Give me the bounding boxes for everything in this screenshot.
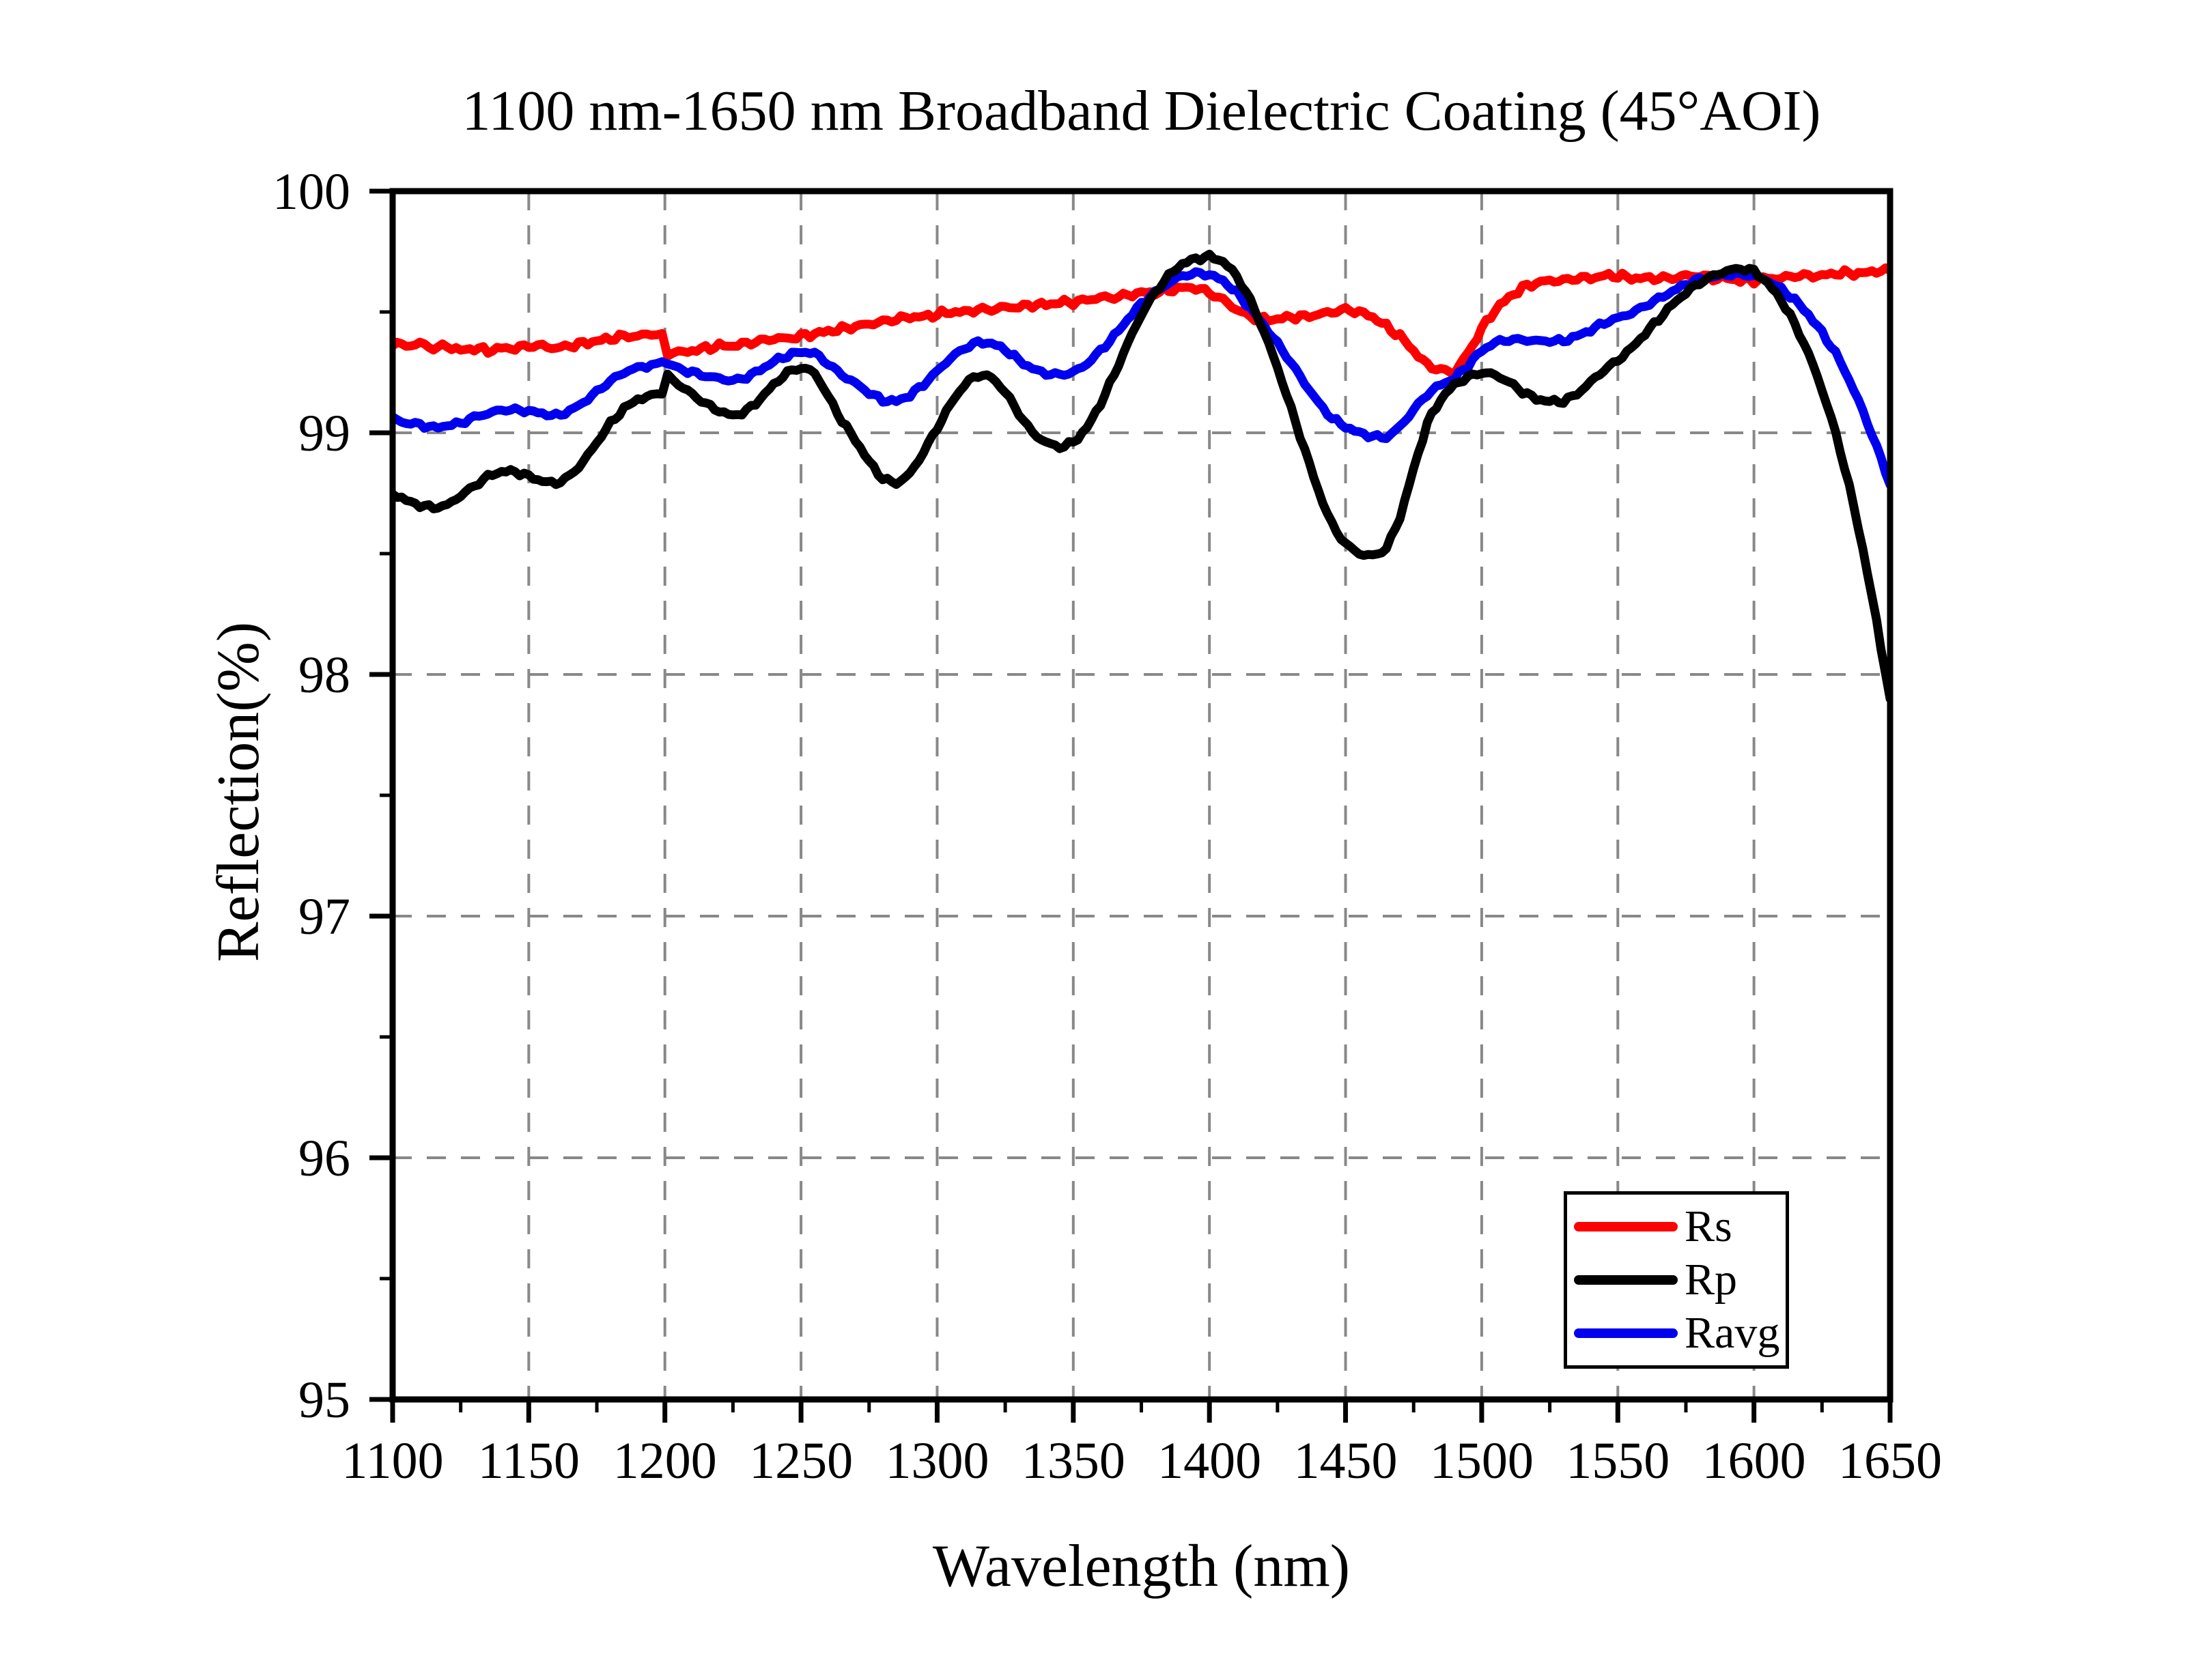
legend-line-rp bbox=[1574, 1275, 1678, 1285]
x-tick-label: 1300 bbox=[885, 1432, 989, 1490]
series-line-rp bbox=[393, 249, 1890, 703]
x-tick-label: 1600 bbox=[1702, 1432, 1806, 1490]
y-axis-title: Reflection(%) bbox=[206, 621, 272, 963]
x-tick-label: 1650 bbox=[1838, 1432, 1942, 1490]
x-tick-label: 1200 bbox=[613, 1432, 717, 1490]
x-tick-label: 1350 bbox=[1022, 1432, 1125, 1490]
legend-label-rp: Rp bbox=[1685, 1255, 1738, 1305]
series-line-ravg bbox=[393, 267, 1890, 489]
x-tick-label: 1450 bbox=[1294, 1432, 1398, 1490]
legend-item-ravg: Ravg bbox=[1574, 1309, 1786, 1358]
y-tick-label: 99 bbox=[298, 405, 350, 462]
x-tick-label: 1550 bbox=[1566, 1432, 1670, 1490]
y-tick-label: 100 bbox=[272, 163, 350, 220]
legend-line-ravg bbox=[1574, 1328, 1678, 1338]
legend-item-rs: Rs bbox=[1574, 1202, 1786, 1251]
x-tick-label: 1500 bbox=[1430, 1432, 1534, 1490]
legend-item-rp: Rp bbox=[1574, 1255, 1786, 1305]
x-tick-label: 1400 bbox=[1157, 1432, 1261, 1490]
legend-line-rs bbox=[1574, 1222, 1678, 1231]
chart-title: 1100 nm-1650 nm Broadband Dielectric Coa… bbox=[462, 79, 1821, 143]
y-tick-label: 97 bbox=[298, 888, 350, 945]
y-tick-label: 96 bbox=[298, 1130, 350, 1187]
legend-label-ravg: Ravg bbox=[1685, 1308, 1780, 1358]
series-line-rs bbox=[393, 263, 1890, 379]
x-tick-label: 1100 bbox=[341, 1432, 443, 1490]
x-tick-label: 1250 bbox=[749, 1432, 853, 1490]
y-tick-label: 95 bbox=[298, 1371, 350, 1429]
x-axis-title: Wavelength (nm) bbox=[932, 1533, 1351, 1599]
plot-frame bbox=[389, 188, 1894, 1403]
y-tick-label: 98 bbox=[298, 646, 350, 704]
x-tick-label: 1150 bbox=[478, 1432, 580, 1490]
legend: Rs Rp Ravg bbox=[1564, 1191, 1789, 1369]
legend-label-rs: Rs bbox=[1685, 1201, 1732, 1251]
